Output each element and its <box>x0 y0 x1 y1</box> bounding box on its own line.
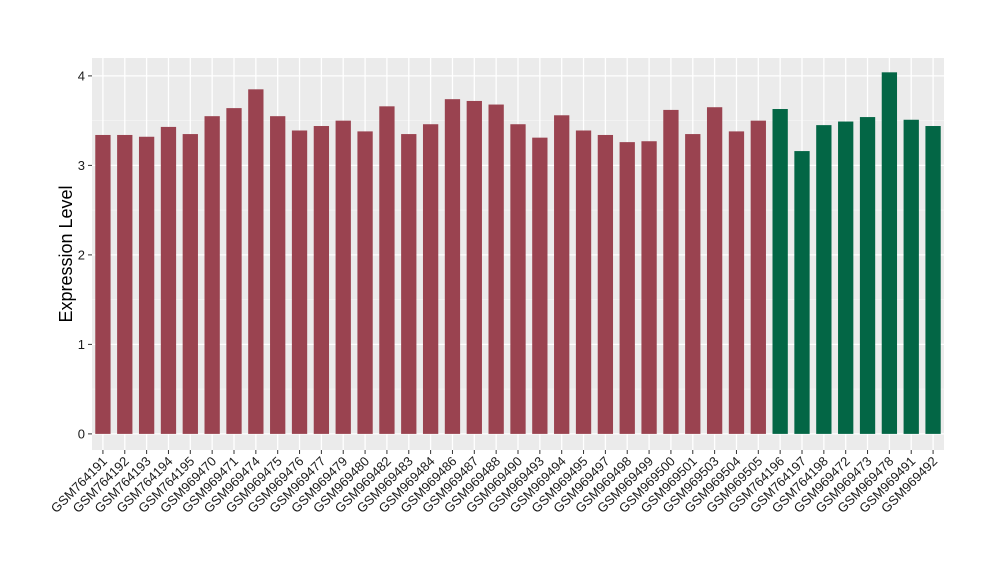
bar <box>816 125 832 434</box>
y-axis: 0 1 2 3 4 <box>78 68 92 441</box>
bar <box>270 116 286 434</box>
y-tick-label: 2 <box>78 247 85 262</box>
bar <box>881 72 898 434</box>
bar <box>357 131 373 434</box>
bar <box>925 126 941 434</box>
bar <box>575 130 592 434</box>
bar <box>401 134 417 434</box>
bar <box>313 126 330 434</box>
bar <box>182 134 198 434</box>
bar <box>838 121 854 434</box>
bar <box>335 120 351 434</box>
bar <box>663 109 679 434</box>
bar <box>379 106 395 434</box>
x-axis: GSM764191GSM764192GSM764193GSM764194GSM7… <box>48 450 940 516</box>
bar <box>422 124 439 434</box>
y-tick-label: 4 <box>78 68 85 83</box>
bar <box>597 134 614 434</box>
bar <box>532 137 548 434</box>
bar <box>204 116 220 434</box>
y-tick-label: 3 <box>78 158 85 173</box>
bar <box>95 134 111 434</box>
bar <box>117 134 133 434</box>
y-tick-label: 1 <box>78 337 85 352</box>
bar <box>554 115 570 434</box>
bar <box>794 151 810 434</box>
bar <box>685 134 701 434</box>
bar <box>160 126 177 434</box>
bar <box>859 117 876 434</box>
bar <box>728 131 745 434</box>
bar <box>444 99 461 434</box>
bar <box>619 142 635 434</box>
bar <box>248 89 264 434</box>
bar <box>291 130 308 434</box>
y-tick-label: 0 <box>78 426 85 441</box>
y-axis-title: Expression Level <box>56 185 76 322</box>
bar <box>488 104 504 434</box>
bar <box>706 107 723 434</box>
bar <box>750 120 766 434</box>
bar <box>510 124 526 434</box>
bar <box>138 136 155 434</box>
bar <box>466 100 482 434</box>
bar <box>772 109 788 434</box>
bar <box>903 119 919 434</box>
bars <box>95 72 941 434</box>
bar <box>641 141 657 434</box>
bar <box>226 108 242 434</box>
